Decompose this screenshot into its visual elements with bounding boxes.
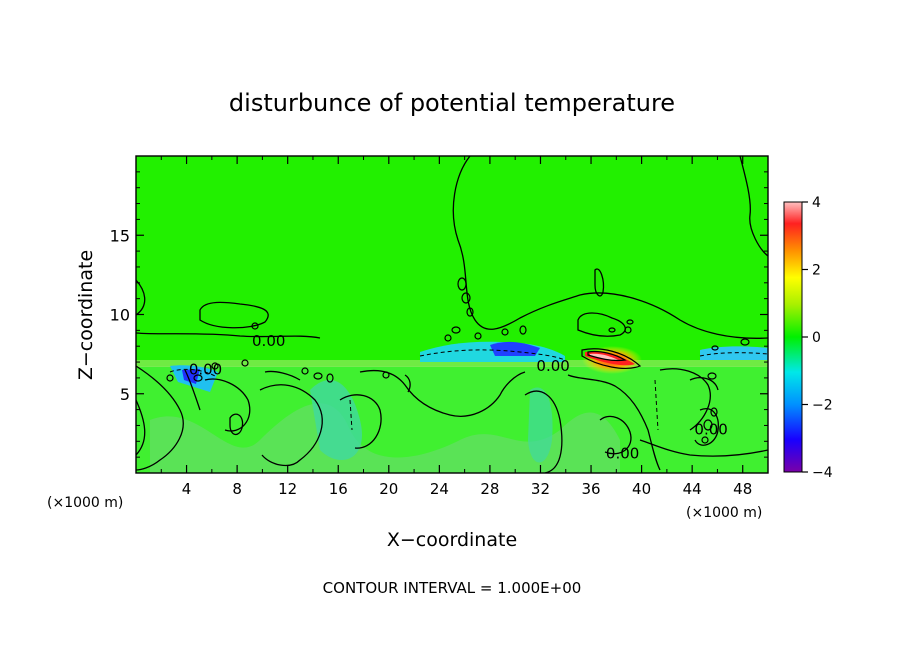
negative-contours xyxy=(169,349,768,431)
x-tick-label: 20 xyxy=(379,480,398,498)
y-axis-label: Z−coordinate xyxy=(75,250,97,380)
colorbar-tick-label: 2 xyxy=(812,263,821,279)
contour-interval-footer: CONTOUR INTERVAL = 1.000E+00 xyxy=(323,579,582,597)
cool-column xyxy=(310,380,362,460)
x-unit-left: (×1000 m) xyxy=(47,495,123,511)
contour-label: 0.00 xyxy=(189,360,222,378)
x-tick-label: 32 xyxy=(531,480,550,498)
x-tick-label: 28 xyxy=(480,480,499,498)
x-tick-label: 24 xyxy=(430,480,449,498)
contour-lines xyxy=(136,156,768,473)
contour-label: 0.00 xyxy=(252,332,285,350)
plot-area xyxy=(136,156,768,473)
lower-turbulence-field xyxy=(150,403,620,473)
x-tick-label: 48 xyxy=(733,480,752,498)
chart-title: disturbunce of potential temperature xyxy=(229,89,675,117)
x-axis-ticks: 4 8 12 16 20 24 28 32 36 40 44 48 xyxy=(160,156,752,498)
contour-label: 0.00 xyxy=(536,357,569,375)
colorbar-tick-label: −4 xyxy=(812,465,833,481)
warm-contours xyxy=(581,348,642,369)
x-tick-label: 16 xyxy=(329,480,348,498)
cool-column xyxy=(528,387,553,463)
x-unit-right: (×1000 m) xyxy=(686,505,762,521)
warm-anomaly-peak xyxy=(590,353,618,361)
x-axis-label: X−coordinate xyxy=(387,529,517,551)
colorbar-ticks: 4 2 0 −2 −4 xyxy=(802,195,833,481)
colorbar-tick-label: 0 xyxy=(812,330,821,346)
x-tick-label: 4 xyxy=(182,480,192,498)
x-tick-label: 8 xyxy=(232,480,242,498)
contour-labels: 0.00 0.00 0.00 0.00 0.00 xyxy=(189,332,728,463)
x-tick-label: 40 xyxy=(632,480,651,498)
colorbar-tick-label: −2 xyxy=(812,398,833,414)
contour-label: 0.00 xyxy=(694,421,727,439)
y-tick-label: 10 xyxy=(110,306,130,325)
x-tick-label: 36 xyxy=(581,480,600,498)
y-tick-label: 5 xyxy=(120,385,130,404)
turbulent-contours xyxy=(166,277,750,444)
colorbar xyxy=(783,201,803,473)
contour-label: 0.00 xyxy=(606,444,639,462)
y-axis-ticks: 5 10 15 xyxy=(110,171,768,458)
colorbar-tick-label: 4 xyxy=(812,195,821,211)
y-tick-label: 15 xyxy=(110,226,130,245)
x-tick-label: 12 xyxy=(278,480,297,498)
x-tick-label: 44 xyxy=(683,480,702,498)
